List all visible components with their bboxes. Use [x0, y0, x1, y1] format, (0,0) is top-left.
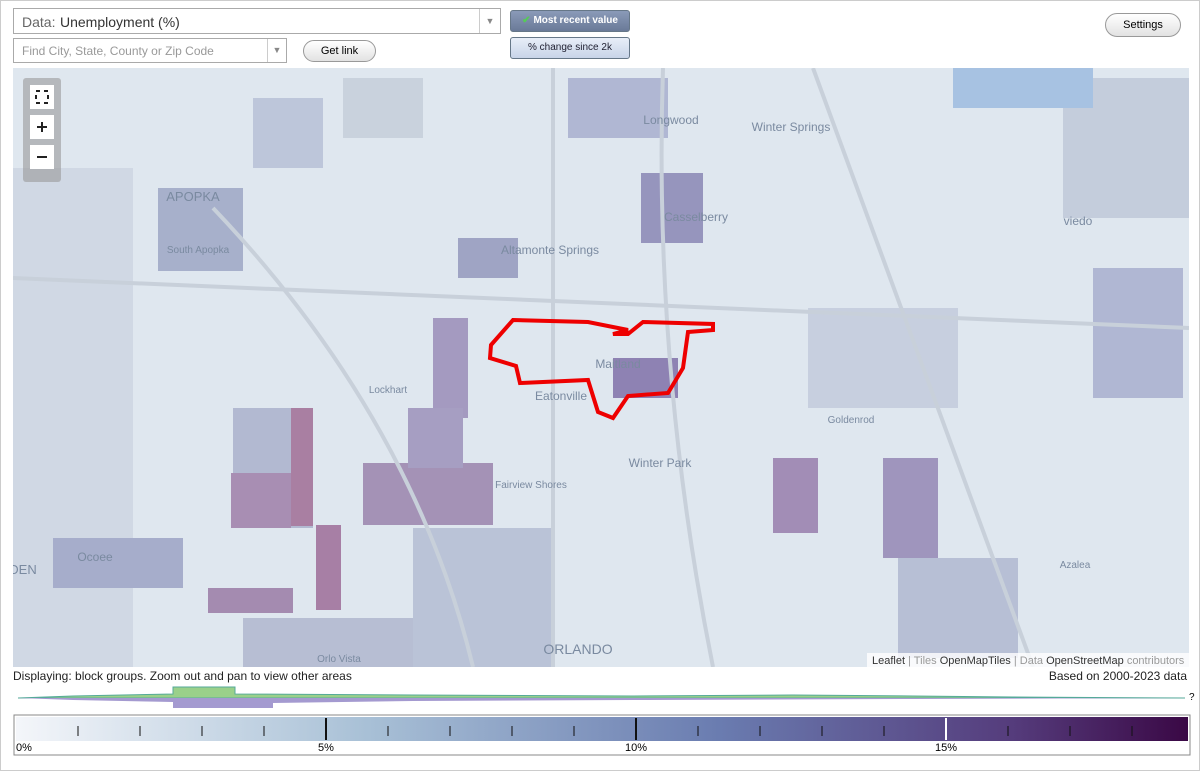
fit-button[interactable] — [30, 85, 54, 109]
settings-button[interactable]: Settings — [1105, 13, 1181, 37]
place-label: Orlo Vista — [317, 654, 361, 665]
scale-label: 15% — [935, 742, 957, 754]
place-label: Azalea — [1060, 560, 1091, 571]
data-select[interactable]: Data: Unemployment (%) ▼ — [13, 8, 501, 34]
attribution: Leaflet | Tiles OpenMapTiles | Data Open… — [872, 655, 1185, 667]
get-link-button[interactable]: Get link — [303, 40, 376, 62]
place-label: DEN — [13, 562, 37, 577]
dropdown-arrow: ▼ — [479, 9, 500, 33]
help-mark[interactable]: ? — [1189, 692, 1195, 703]
place-label: Altamonte Springs — [501, 243, 599, 257]
most-recent-label: Most recent value — [533, 15, 618, 26]
attribution-link[interactable]: OpenMapTiles — [940, 655, 1012, 667]
zoom-controls — [23, 78, 61, 182]
most-recent-toggle[interactable]: ✔ Most recent value — [510, 10, 630, 32]
scale-label: 10% — [625, 742, 647, 754]
check-icon: ✔ — [522, 15, 531, 26]
scale-gradient — [16, 717, 1188, 741]
place-label: ORLANDO — [543, 641, 612, 657]
place-label: APOPKA — [166, 189, 220, 204]
percent-change-toggle[interactable]: % change since 2k — [510, 37, 630, 59]
attribution-text: | Data — [1014, 655, 1044, 667]
scale-label: 5% — [318, 742, 334, 754]
attribution-link[interactable]: Leaflet — [872, 655, 905, 667]
selected-boundary[interactable] — [487, 317, 715, 421]
attribution-text: contributors — [1127, 655, 1185, 667]
place-label: Eatonville — [535, 389, 587, 403]
place-label: Ocoee — [77, 550, 113, 564]
data-value: Unemployment (%) — [60, 14, 180, 30]
roads — [13, 68, 1189, 667]
histogram-lower — [18, 698, 1185, 708]
place-label: viedo — [1064, 214, 1093, 228]
histogram-upper — [17, 686, 1186, 699]
search-placeholder: Find City, State, County or Zip Code — [22, 44, 214, 58]
place-label: Fairview Shores — [495, 480, 567, 491]
data-range-note: Based on 2000-2023 data — [1048, 669, 1187, 683]
place-label: Winter Springs — [752, 120, 831, 134]
histogram: ? — [17, 686, 1195, 708]
search-box[interactable]: Find City, State, County or Zip Code ▼ — [13, 38, 287, 63]
attribution-bg — [867, 653, 1189, 667]
attribution-text: | Tiles — [908, 655, 937, 667]
place-label: Winter Park — [629, 456, 693, 470]
color-scale: 0% 5% 10% 15% — [13, 714, 1191, 756]
place-label: Casselberry — [664, 210, 728, 224]
block-groups — [13, 68, 1189, 667]
fit-icon — [35, 90, 49, 104]
zoom-in-icon — [37, 122, 47, 132]
data-label: Data: — [22, 14, 56, 30]
place-label: Lockhart — [369, 385, 408, 396]
displaying-note: Displaying: block groups. Zoom out and p… — [13, 669, 352, 683]
scale-label: 0% — [16, 742, 32, 754]
place-label: Goldenrod — [828, 415, 875, 426]
map[interactable]: Longwood Winter Springs APOPKA South Apo… — [13, 68, 1189, 667]
place-label: Longwood — [643, 113, 698, 127]
place-label: South Apopka — [167, 245, 230, 256]
attribution-link[interactable]: OpenStreetMap — [1046, 655, 1124, 667]
place-label: Maitland — [595, 357, 640, 371]
dropdown-arrow: ▼ — [267, 39, 286, 62]
